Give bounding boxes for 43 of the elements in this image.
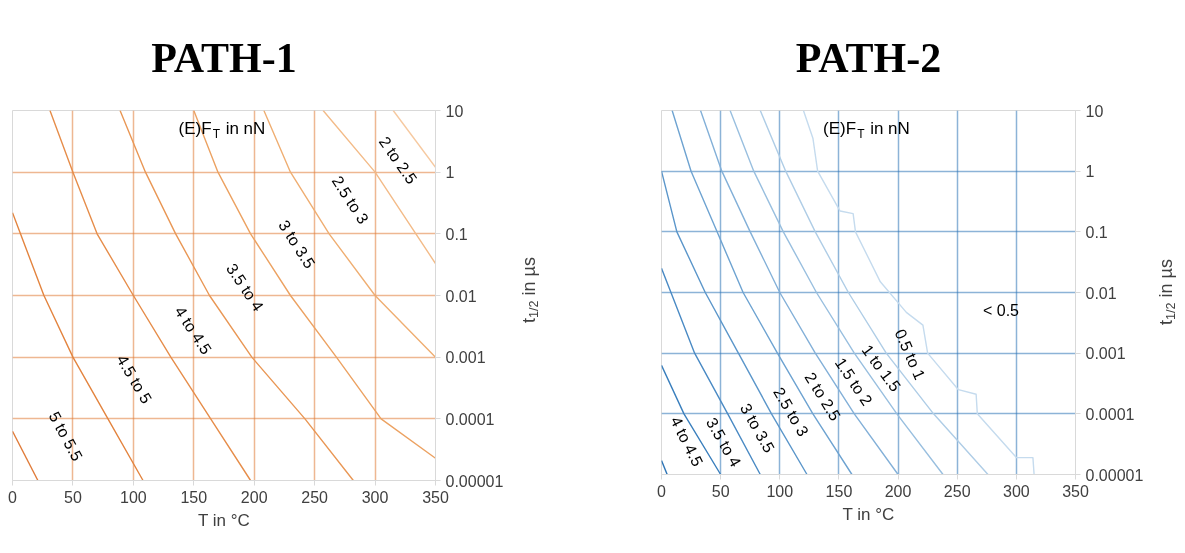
- x-tick-label: 200: [240, 488, 268, 506]
- y-tick-label: 1: [445, 164, 455, 182]
- annotation: 2.5 to 3: [328, 172, 372, 227]
- line-series: [263, 110, 436, 358]
- x-tick-label: 200: [884, 482, 912, 500]
- y-tick-label: 0.0001: [1085, 405, 1135, 423]
- y-tick-label: 0.01: [445, 287, 477, 305]
- annotation: 2 to 2.5: [375, 133, 421, 187]
- x-tick-label: 350: [1062, 482, 1089, 500]
- annotation: 4.5 to 5: [113, 351, 156, 407]
- y-tick-label: 10: [1085, 102, 1104, 120]
- x-tick-label: 50: [711, 482, 730, 500]
- annotation: 3 to 3.5: [275, 217, 319, 272]
- x-tick-label: 150: [825, 482, 853, 500]
- y-tick-label: 0.01: [1085, 284, 1117, 302]
- x-axis-title: T in °C: [197, 510, 250, 530]
- y-tick-label: 0.1: [445, 225, 468, 243]
- x-tick-label: 300: [1003, 482, 1030, 500]
- x-tick-label: 150: [180, 488, 208, 506]
- annotation: 3.5 to 4: [223, 260, 267, 315]
- x-tick-label: 350: [422, 488, 449, 506]
- annotation: 4 to 4.5: [171, 303, 215, 358]
- chart-title: PATH-2: [795, 34, 942, 81]
- y-tick-label: 1: [1085, 163, 1095, 181]
- y-tick-label: 0.0001: [445, 410, 495, 428]
- y-tick-label: 0.001: [445, 349, 486, 367]
- y-tick-label: 0.1: [1085, 223, 1108, 241]
- x-tick-label: 250: [943, 482, 971, 500]
- y-tick-label: 0.001: [1085, 345, 1126, 363]
- x-axis-title: T in °C: [842, 504, 895, 524]
- x-tick-label: 250: [301, 488, 329, 506]
- x-tick-label: 0: [8, 488, 18, 506]
- x-tick-label: 0: [657, 482, 667, 500]
- x-tick-label: 100: [766, 482, 794, 500]
- y-tick-label: 0.00001: [1085, 466, 1144, 484]
- x-tick-label: 50: [64, 488, 82, 506]
- x-tick-label: 300: [361, 488, 389, 506]
- annotation: < 0.5: [982, 301, 1020, 319]
- annotation: 5 to 5.5: [45, 408, 86, 464]
- chart-title: PATH-1: [151, 34, 297, 81]
- x-tick-label: 100: [120, 488, 147, 506]
- y-tick-label: 0.00001: [445, 472, 504, 490]
- y-tick-label: 10: [445, 102, 464, 120]
